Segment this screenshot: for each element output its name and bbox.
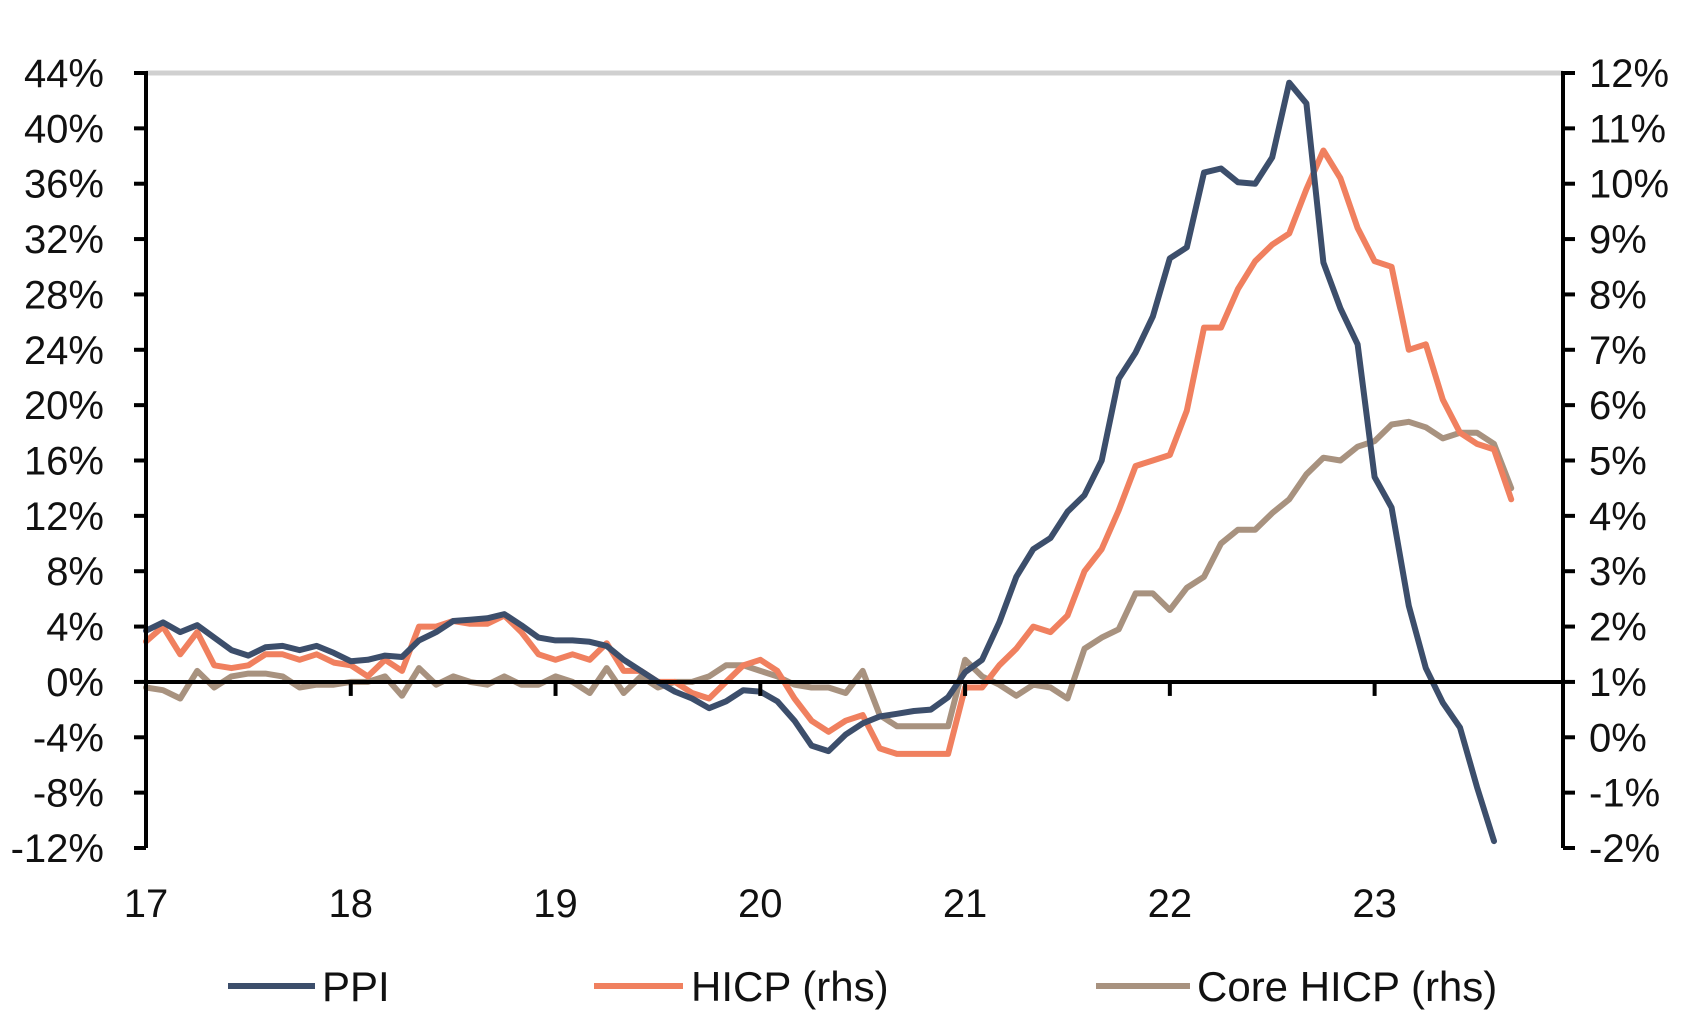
legend-item-core-hicp: Core HICP (rhs) — [1096, 963, 1497, 1010]
x-tick-label: 18 — [329, 882, 374, 926]
series-layer — [143, 79, 1515, 845]
right-tick-label: 1% — [1589, 661, 1647, 705]
series-line-ppi — [143, 79, 1497, 845]
x-tick-label: 23 — [1352, 882, 1397, 926]
right-tick-label: 8% — [1589, 273, 1647, 317]
left-tick-label: 40% — [24, 107, 104, 151]
right-tick-label: 4% — [1589, 495, 1647, 539]
x-tick-label: 20 — [738, 882, 783, 926]
right-tick-label: 10% — [1589, 163, 1669, 207]
x-tick-label: 21 — [943, 882, 988, 926]
left-tick-label: -12% — [11, 827, 104, 871]
legend-label-hicp: HICP (rhs) — [691, 963, 889, 1010]
legend-item-ppi: PPI — [228, 963, 390, 1010]
legend-label-ppi: PPI — [322, 963, 390, 1010]
right-y-ticks: 12% 11% 10% 9% 8% 7% 6% 5% 4% 3% 2% 1% 0% -1% -2% — [1563, 52, 1669, 871]
right-tick-label: 11% — [1589, 107, 1666, 151]
right-tick-label: 3% — [1589, 550, 1647, 594]
right-tick-label: -1% — [1589, 772, 1660, 816]
x-axis-ticks: 17 18 19 20 21 22 23 — [124, 681, 1397, 926]
x-tick-label: 17 — [124, 882, 169, 926]
right-tick-label: 5% — [1589, 440, 1647, 484]
right-tick-label: 2% — [1589, 606, 1647, 650]
right-tick-label: 9% — [1589, 218, 1647, 262]
right-tick-label: 6% — [1589, 384, 1647, 428]
left-tick-label: -4% — [33, 716, 104, 760]
legend-label-core-hicp: Core HICP (rhs) — [1197, 963, 1497, 1010]
legend: PPI HICP (rhs) Core HICP (rhs) — [228, 963, 1497, 1010]
left-tick-label: 0% — [46, 661, 104, 705]
right-tick-label: -2% — [1589, 827, 1660, 871]
left-tick-label: 36% — [24, 163, 104, 207]
left-tick-label: 44% — [24, 52, 104, 96]
legend-item-hicp: HICP (rhs) — [594, 963, 889, 1010]
left-tick-label: 16% — [24, 440, 104, 484]
left-y-ticks: 44% 40% 36% 32% 28% 24% 20% 16% 12% 8% 4% 0% -4% -8% -… — [11, 52, 146, 871]
series-line-hicp — [143, 147, 1515, 757]
left-tick-label: 24% — [24, 329, 104, 373]
left-tick-label: 8% — [46, 550, 104, 594]
left-tick-label: 32% — [24, 218, 104, 262]
x-tick-label: 19 — [533, 882, 578, 926]
right-tick-label: 7% — [1589, 329, 1647, 373]
x-tick-label: 22 — [1148, 882, 1193, 926]
right-tick-label: 12% — [1589, 52, 1669, 96]
left-tick-label: -8% — [33, 772, 104, 816]
left-tick-label: 4% — [46, 606, 104, 650]
right-tick-label: 0% — [1589, 716, 1647, 760]
left-tick-label: 28% — [24, 273, 104, 317]
left-tick-label: 12% — [24, 495, 104, 539]
left-tick-label: 20% — [24, 384, 104, 428]
